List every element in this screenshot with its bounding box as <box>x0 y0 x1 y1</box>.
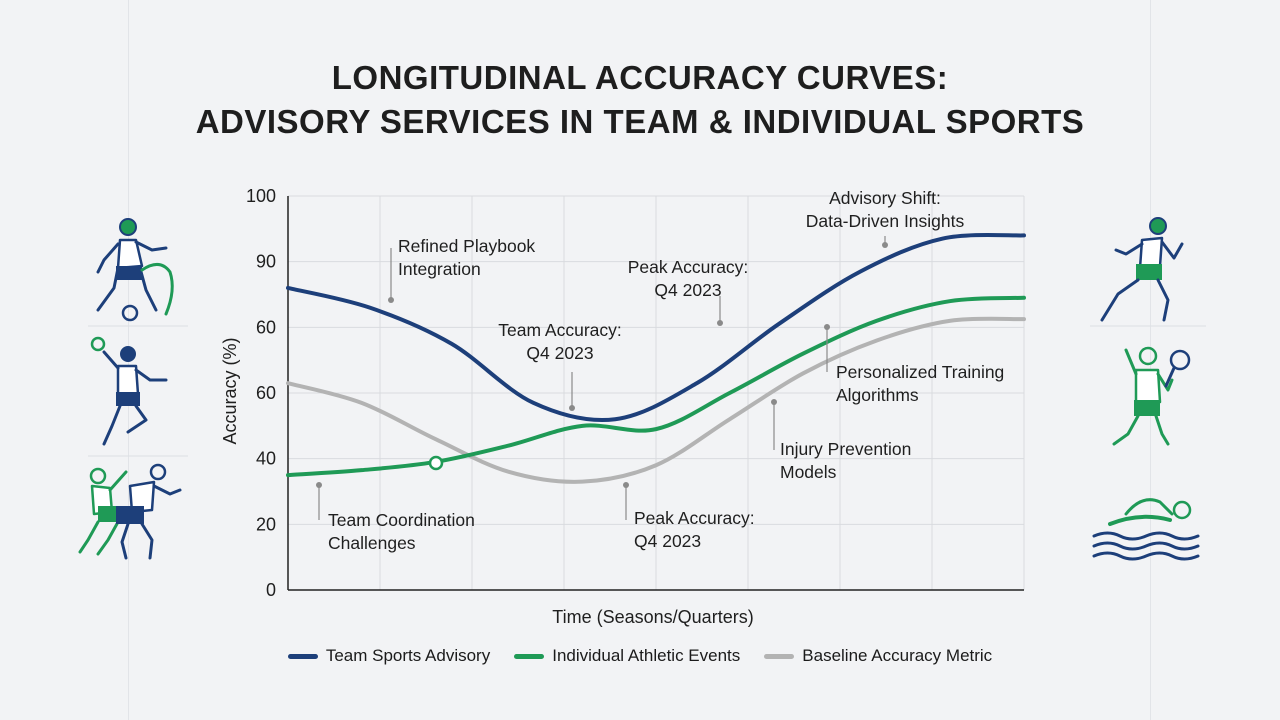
chart-legend: Team Sports Advisory Individual Athletic… <box>0 646 1280 666</box>
right-icon-column <box>1090 217 1206 561</box>
annotation-line: Integration <box>398 259 481 279</box>
annotation-dot <box>717 320 723 326</box>
annotation-line: Peak Accuracy: <box>628 257 749 277</box>
annotation-label: Team Coordination Challenges <box>328 510 475 553</box>
y-tick-label: 40 <box>256 449 276 469</box>
annotation-dot <box>882 242 888 248</box>
annotation-dot <box>388 297 394 303</box>
handball-player-icon <box>90 336 168 446</box>
series-line-individual <box>286 295 1026 478</box>
tennis-player-icon <box>1112 346 1191 446</box>
x-axis-label: Time (Seasons/Quarters) <box>552 607 753 627</box>
frame-line-right <box>1150 0 1151 720</box>
y-tick-label: 60 <box>256 317 276 337</box>
annotation-label: Peak Accuracy: Q4 2023 <box>634 508 755 551</box>
annotation-line: Advisory Shift: <box>829 188 941 208</box>
annotation-label: Personalized Training Algorithms <box>836 362 1004 405</box>
annotation-dot <box>771 399 777 405</box>
annotation-line: Data-Driven Insights <box>806 211 965 231</box>
annotation-line: Team Accuracy: <box>498 320 622 340</box>
legend-label-individual: Individual Athletic Events <box>552 646 741 665</box>
annotation-line: Peak Accuracy: <box>634 508 755 528</box>
annotation-line: Q4 2023 <box>634 531 701 551</box>
annotation-line: Refined Playbook <box>398 236 535 256</box>
chart-title: LONGITUDINAL ACCURACY CURVES: ADVISORY S… <box>0 56 1280 144</box>
left-icon-column <box>78 218 188 560</box>
tackle-players-icon <box>78 463 182 560</box>
y-tick-label: 0 <box>266 580 276 600</box>
chart-title-line-2: ADVISORY SERVICES IN TEAM & INDIVIDUAL S… <box>195 103 1085 140</box>
legend-item-individual: Individual Athletic Events <box>514 646 740 666</box>
series-lines <box>286 232 1026 484</box>
series-line-team <box>286 232 1026 423</box>
chart-axes <box>287 196 1024 591</box>
y-axis-label: Accuracy (%) <box>220 337 240 444</box>
annotation-label: Refined Playbook Integration <box>398 236 535 279</box>
annotation-label: Team Accuracy: Q4 2023 <box>498 320 622 363</box>
annotation-dot <box>569 405 575 411</box>
annotation-line: Models <box>780 462 837 482</box>
annotation-line: Injury Prevention <box>780 439 911 459</box>
legend-item-baseline: Baseline Accuracy Metric <box>764 646 992 666</box>
soccer-player-icon <box>96 218 174 322</box>
annotation-dot <box>623 482 629 488</box>
y-tick-labels: 0 20 40 60 60 90 100 <box>246 186 276 600</box>
chart-title-line-1: LONGITUDINAL ACCURACY CURVES: <box>331 59 949 96</box>
annotation-line: Team Coordination <box>328 510 475 530</box>
y-tick-label: 90 <box>256 252 276 272</box>
annotation-label: Advisory Shift: Data-Driven Insights <box>806 188 965 231</box>
annotation-line: Challenges <box>328 533 416 553</box>
y-tick-label: 100 <box>246 186 276 206</box>
annotation-line: Algorithms <box>836 385 919 405</box>
legend-label-team: Team Sports Advisory <box>325 646 491 665</box>
annotations: Refined Playbook Integration Team Accuracy… <box>316 188 1004 553</box>
swimmer-icon <box>1092 498 1200 561</box>
annotation-label: Peak Accuracy: Q4 2023 <box>628 257 749 300</box>
annotation-dot <box>316 482 322 488</box>
legend-swatch-individual <box>514 653 545 659</box>
runner-icon <box>1100 217 1184 322</box>
annotation-line: Q4 2023 <box>526 343 593 363</box>
annotation-line: Q4 2023 <box>654 280 721 300</box>
y-tick-label: 20 <box>256 514 276 534</box>
legend-label-baseline: Baseline Accuracy Metric <box>802 646 993 665</box>
annotation-line: Personalized Training <box>836 362 1004 382</box>
annotation-label: Injury Prevention Models <box>780 439 911 482</box>
annotation-dot <box>824 324 830 330</box>
y-tick-label: 60 <box>256 383 276 403</box>
series-line-baseline <box>286 316 1026 484</box>
legend-swatch-team <box>287 653 318 659</box>
series-marker-individual <box>428 455 444 471</box>
legend-item-team: Team Sports Advisory <box>287 646 491 666</box>
legend-swatch-baseline <box>764 653 795 659</box>
